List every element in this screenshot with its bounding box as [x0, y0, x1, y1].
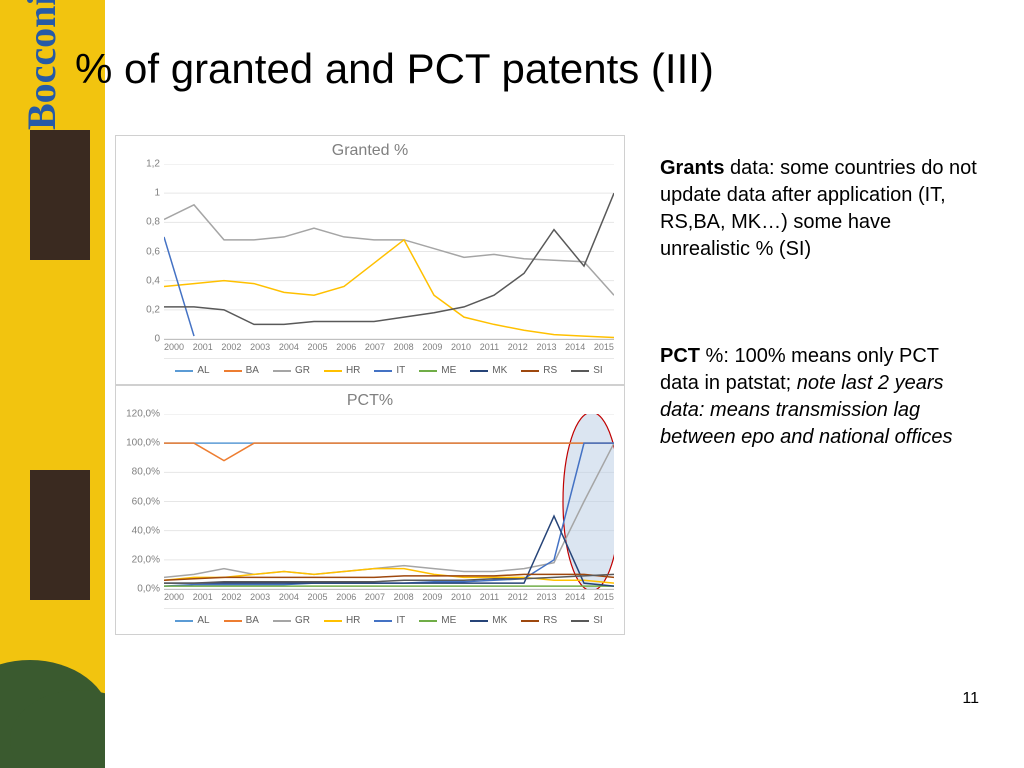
pct-chart: PCT% 0,0%20,0%40,0%60,0%80,0%100,0%120,0… [115, 385, 625, 635]
legend-item-gr: GR [273, 615, 310, 626]
legend-item-al: AL [175, 615, 209, 626]
legend-item-hr: HR [324, 615, 360, 626]
svg-text:Bocconi: Bocconi [19, 0, 64, 130]
legend-item-it: IT [374, 365, 405, 376]
legend-item-si: SI [571, 615, 602, 626]
legend-item-rs: RS [521, 365, 557, 376]
page-number: 11 [962, 690, 979, 708]
legend-item-mk: MK [470, 615, 507, 626]
legend-item-me: ME [419, 365, 456, 376]
legend-item-gr: GR [273, 365, 310, 376]
granted-chart-title: Granted % [126, 142, 614, 160]
legend-item-me: ME [419, 615, 456, 626]
grants-annotation: Grants data: some countries do not updat… [660, 155, 980, 263]
legend-item-ba: BA [224, 615, 259, 626]
legend-item-al: AL [175, 365, 209, 376]
sidebar-bocconi-image: Bocconi [0, 0, 105, 768]
legend-item-rs: RS [521, 615, 557, 626]
pct-chart-title: PCT% [126, 392, 614, 410]
legend-item-mk: MK [470, 365, 507, 376]
slide-title: % of granted and PCT patents (III) [75, 45, 714, 93]
legend-item-si: SI [571, 365, 602, 376]
charts-container: Granted % 00,20,40,60,811,2 200020012002… [115, 135, 625, 635]
annotations: Grants data: some countries do not updat… [660, 155, 980, 531]
pct-annotation: PCT %: 100% means only PCT data in patst… [660, 343, 980, 451]
legend-item-ba: BA [224, 365, 259, 376]
granted-chart: Granted % 00,20,40,60,811,2 200020012002… [115, 135, 625, 385]
legend-item-hr: HR [324, 365, 360, 376]
legend-item-it: IT [374, 615, 405, 626]
